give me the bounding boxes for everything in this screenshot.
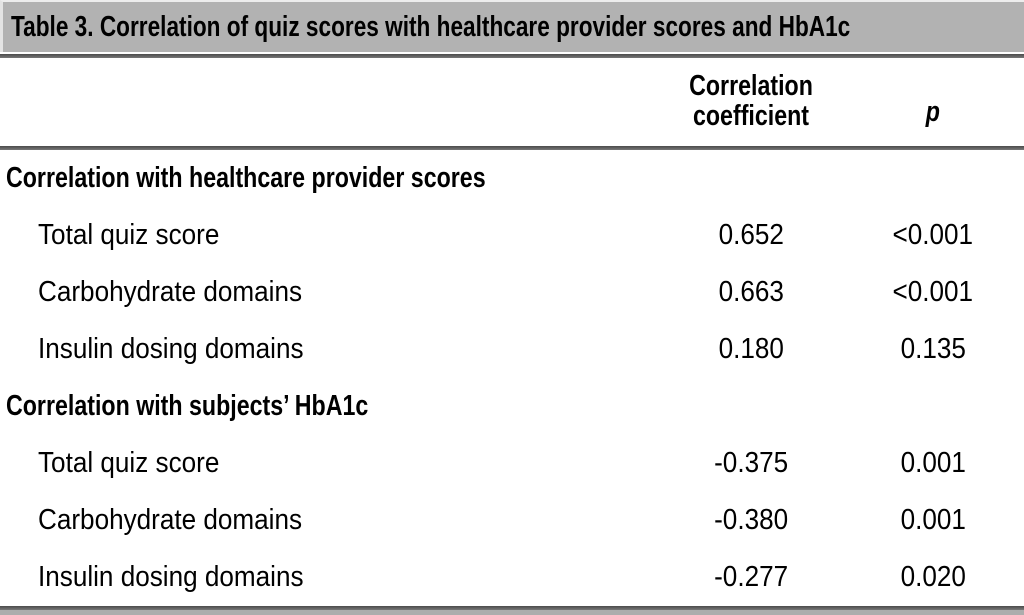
column-header-coefficient: Correlation coefficient <box>689 70 813 132</box>
coefficient-value: -0.277 <box>713 561 788 593</box>
p-value: 0.020 <box>900 561 966 593</box>
p-value: <0.001 <box>892 219 974 251</box>
table-row: Insulin dosing domains 0.180 0.135 <box>0 321 1024 378</box>
coefficient-value: 0.652 <box>718 219 784 251</box>
horizontal-rule-top <box>0 54 1024 58</box>
table-row: Total quiz score -0.375 0.001 <box>0 435 1024 492</box>
table-row: Total quiz score 0.652 <0.001 <box>0 207 1024 264</box>
table-row: Carbohydrate domains -0.380 0.001 <box>0 492 1024 549</box>
section-header-hba1c: Correlation with subjects’ HbA1c <box>6 390 369 422</box>
title-rule-gap <box>0 52 1024 54</box>
section-header-row: Correlation with healthcare provider sco… <box>0 150 1024 207</box>
table-row: Insulin dosing domains -0.277 0.020 <box>0 549 1024 606</box>
table-header-row: Correlation coefficient p <box>0 58 1024 146</box>
table-title-bar: Table 3. Correlation of quiz scores with… <box>0 0 1024 52</box>
section-header-provider-scores: Correlation with healthcare provider sco… <box>6 162 486 194</box>
horizontal-rule-header <box>0 146 1024 150</box>
row-label: Total quiz score <box>38 219 220 251</box>
coefficient-value: -0.375 <box>713 447 788 479</box>
row-label: Total quiz score <box>38 447 220 479</box>
bottom-gray-strip <box>0 610 1024 615</box>
p-value: 0.001 <box>900 504 966 536</box>
coefficient-value: -0.380 <box>713 504 788 536</box>
horizontal-rule-bottom <box>0 606 1024 610</box>
row-label: Carbohydrate domains <box>38 504 303 536</box>
coefficient-value: 0.663 <box>718 276 784 308</box>
header-cell-p: p <box>862 76 1004 129</box>
row-label: Carbohydrate domains <box>38 276 303 308</box>
section-header-row: Correlation with subjects’ HbA1c <box>0 378 1024 435</box>
row-label: Insulin dosing domains <box>38 561 304 593</box>
p-value: <0.001 <box>892 276 974 308</box>
table-body: Correlation with healthcare provider sco… <box>0 150 1024 606</box>
table-title: Table 3. Correlation of quiz scores with… <box>11 10 851 43</box>
row-label: Insulin dosing domains <box>38 333 304 365</box>
p-value: 0.135 <box>900 333 966 365</box>
table-row: Carbohydrate domains 0.663 <0.001 <box>0 264 1024 321</box>
header-cell-coefficient: Correlation coefficient <box>640 71 862 133</box>
p-value: 0.001 <box>900 447 966 479</box>
coefficient-value: 0.180 <box>718 333 784 365</box>
column-header-p: p <box>925 95 941 128</box>
